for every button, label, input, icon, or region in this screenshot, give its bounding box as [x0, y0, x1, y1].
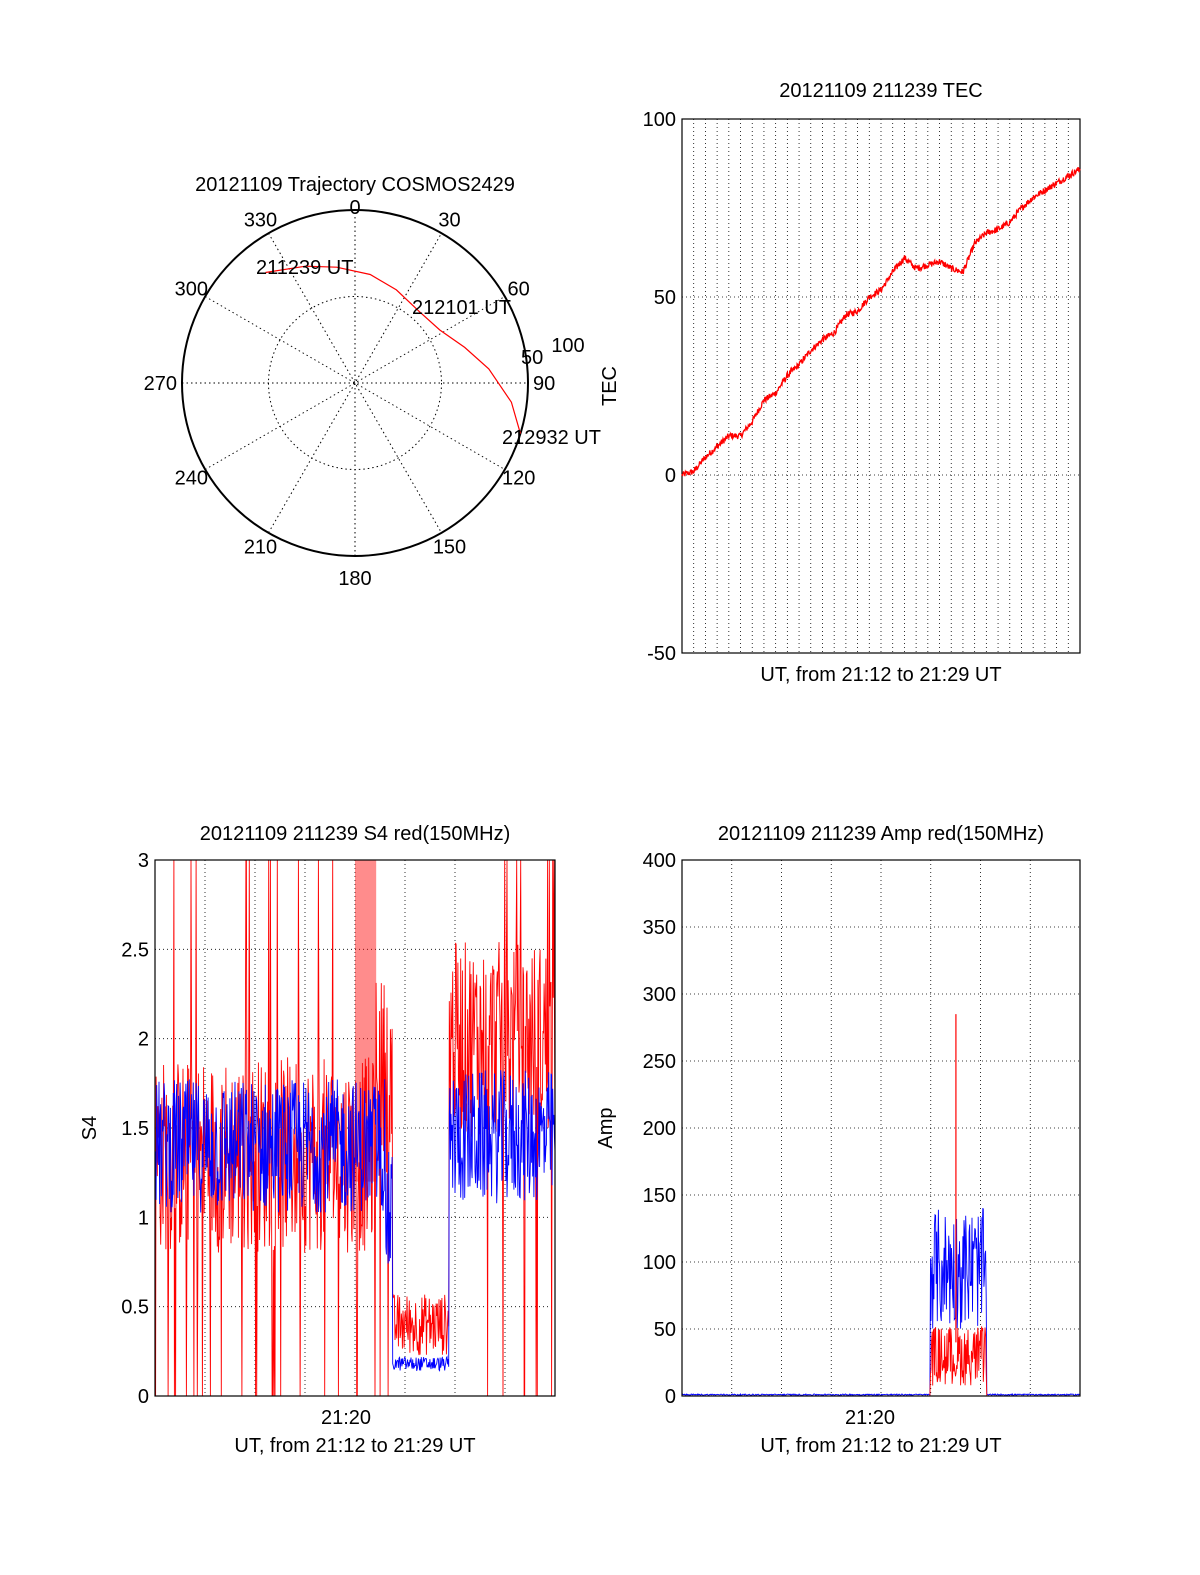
- y-tick-label: 300: [643, 984, 676, 1006]
- amp-y-tick-labels: 400 350 300 250 200 150 100 50 0: [643, 850, 676, 1408]
- y-tick-label: 350: [643, 917, 676, 939]
- azimuth-label: 30: [438, 209, 460, 231]
- tec-x-axis-label: UT, from 21:12 to 21:29 UT: [760, 664, 1001, 686]
- azimuth-label: 300: [175, 279, 208, 301]
- polar-spoke: [204, 296, 506, 470]
- azimuth-label: 60: [508, 279, 530, 301]
- amp-x-tick-label: 21:20: [845, 1407, 895, 1429]
- s4-frame: [154, 859, 556, 1397]
- azimuth-label: 0: [349, 197, 360, 219]
- tec-panel: 20121109 211239 TEC 100 50 0 -50 TEC UT, fr…: [599, 80, 1081, 686]
- azimuth-labels: 0 30 60 90 120 150 180 210 240 270 300 330: [144, 197, 556, 590]
- elevation-tick-label: 50: [521, 347, 543, 369]
- elevation-tick-label: 100: [551, 335, 584, 357]
- s4-title: 20121109 211239 S4 red(150MHz): [200, 823, 511, 845]
- y-tick-label: 400: [643, 850, 676, 872]
- polar-grid: [181, 209, 529, 557]
- y-tick-label: 2.5: [121, 939, 149, 961]
- tec-y-axis-label: TEC: [599, 366, 621, 406]
- tec-series-line: [681, 167, 1081, 477]
- polar-spoke: [204, 296, 506, 470]
- azimuth-label: 330: [244, 209, 277, 231]
- amp-blue-series: [681, 1207, 1080, 1397]
- azimuth-label: 210: [244, 537, 277, 559]
- tec-grid: [682, 119, 1080, 653]
- y-tick-label: 50: [654, 287, 676, 309]
- y-tick-label: 150: [643, 1185, 676, 1207]
- y-tick-label: 100: [643, 109, 676, 131]
- azimuth-label: 180: [338, 568, 371, 590]
- s4-y-tick-labels: 3 2.5 2 1.5 1 0.5 0: [121, 850, 149, 1408]
- polar-spoke: [268, 232, 442, 534]
- s4-x-tick-label: 21:20: [321, 1407, 371, 1429]
- y-tick-label: 250: [643, 1051, 676, 1073]
- y-tick-label: 3: [138, 850, 149, 872]
- amp-panel: 20121109 211239 Amp red(150MHz) 400 350 30…: [595, 823, 1081, 1457]
- series-trace: [154, 1070, 556, 1372]
- amp-grid: [682, 860, 1080, 1396]
- y-tick-label: 0: [665, 1386, 676, 1408]
- azimuth-label: 90: [533, 373, 555, 395]
- track-end-label: 212932 UT: [502, 427, 601, 449]
- s4-x-axis-label: UT, from 21:12 to 21:29 UT: [234, 1435, 475, 1457]
- s4-panel: 20121109 211239 S4 red(150MHz) 3 2.5 2 1.5 1…: [79, 823, 556, 1457]
- amp-y-axis-label: Amp: [595, 1107, 617, 1148]
- polar-spoke: [268, 232, 442, 534]
- y-tick-label: 200: [643, 1118, 676, 1140]
- y-tick-label: 0: [665, 465, 676, 487]
- trajectory-track: [265, 265, 521, 434]
- y-tick-label: 50: [654, 1319, 676, 1341]
- amp-red-series: [682, 1014, 1080, 1397]
- azimuth-label: 120: [502, 468, 535, 490]
- track-start-label: 211239 UT: [256, 257, 353, 279]
- azimuth-label: 150: [433, 537, 466, 559]
- s4-y-axis-label: S4: [79, 1116, 101, 1140]
- amp-x-axis-label: UT, from 21:12 to 21:29 UT: [760, 1435, 1001, 1457]
- y-tick-label: 1.5: [121, 1118, 149, 1140]
- y-tick-label: 0.5: [121, 1297, 149, 1319]
- polar-outer-circle: [181, 209, 529, 557]
- tec-frame: [681, 118, 1081, 654]
- y-tick-label: 100: [643, 1252, 676, 1274]
- trajectory-title: 20121109 Trajectory COSMOS2429: [195, 174, 515, 196]
- trajectory-panel: 20121109 Trajectory COSMOS2429 0 30 60 90 12…: [144, 174, 601, 590]
- azimuth-label: 240: [175, 468, 208, 490]
- tec-y-tick-labels: 100 50 0 -50: [643, 109, 676, 665]
- y-tick-label: 0: [138, 1386, 149, 1408]
- y-tick-label: -50: [647, 643, 676, 665]
- tec-title: 20121109 211239 TEC: [779, 80, 983, 102]
- y-tick-label: 2: [138, 1029, 149, 1051]
- series-trace: [681, 1207, 1080, 1397]
- amp-title: 20121109 211239 Amp red(150MHz): [718, 823, 1044, 845]
- y-tick-label: 1: [138, 1207, 149, 1229]
- s4-blue-series: [154, 1070, 556, 1372]
- amp-frame: [681, 859, 1081, 1397]
- polar-inner-circle: [268, 296, 442, 470]
- track-mid-label: 212101 UT: [412, 297, 511, 319]
- azimuth-label: 270: [144, 373, 177, 395]
